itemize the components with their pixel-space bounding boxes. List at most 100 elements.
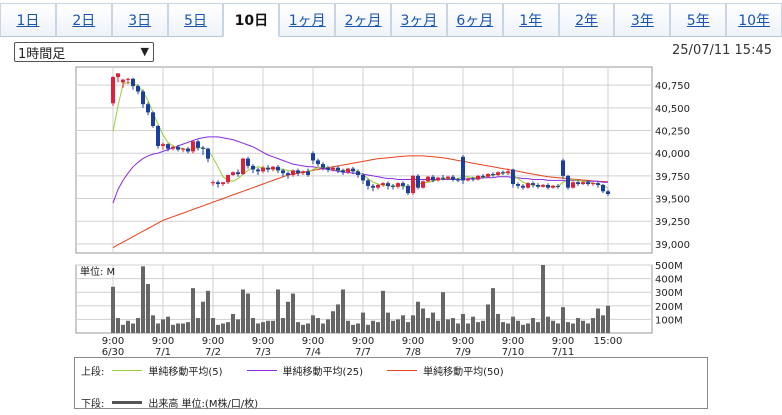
volume-bar	[536, 322, 540, 333]
volume-bar	[381, 290, 385, 333]
candle-body	[221, 182, 225, 185]
volume-bar	[216, 324, 220, 333]
volume-bar	[236, 319, 240, 333]
volume-bar	[541, 265, 545, 333]
candle-body	[521, 185, 525, 188]
volume-bar	[596, 308, 600, 333]
candle-body	[151, 112, 155, 126]
candle-body	[206, 148, 210, 159]
tab-2[interactable]: 3日	[111, 3, 168, 37]
candle-body	[111, 76, 115, 104]
volume-bar	[191, 288, 195, 333]
tab-13[interactable]: 10年	[726, 3, 782, 37]
volume-bar	[251, 318, 255, 333]
ma5-line	[112, 81, 609, 189]
x-time-label: 9:00	[202, 336, 224, 347]
volume-bar	[436, 320, 440, 333]
volume-bar	[441, 292, 445, 333]
candle-body	[216, 182, 220, 185]
candle-body	[506, 171, 510, 174]
volume-bar	[221, 323, 225, 333]
tab-12[interactable]: 5年	[670, 3, 727, 37]
volume-bar	[431, 312, 435, 333]
legend-ma5-label: 単純移動平均(5)	[148, 367, 223, 378]
volume-bar	[466, 323, 470, 333]
price-tick-label: 39,500	[655, 195, 690, 206]
volume-tick-label: 400M	[655, 275, 683, 286]
volume-bar	[371, 320, 375, 333]
volume-bar	[226, 322, 230, 333]
volume-bar	[261, 322, 265, 333]
tab-5[interactable]: 1ヶ月	[279, 3, 336, 37]
tab-4[interactable]: 10日	[223, 3, 280, 37]
candle-body	[396, 183, 400, 187]
timestamp: 25/07/11 15:45	[672, 43, 772, 58]
candle-body	[201, 147, 205, 149]
volume-bar	[126, 320, 130, 333]
tab-9[interactable]: 1年	[502, 3, 559, 37]
volume-bar	[476, 322, 480, 333]
tab-11[interactable]: 3年	[614, 3, 671, 37]
tab-0[interactable]: 1日	[0, 3, 56, 37]
volume-bar	[481, 320, 485, 333]
candle-body	[441, 177, 445, 179]
tab-7[interactable]: 3ヶ月	[391, 3, 447, 37]
candle-body	[296, 170, 300, 174]
volume-bar	[401, 315, 405, 333]
price-tick-label: 40,750	[655, 81, 690, 92]
candle-body	[531, 183, 535, 185]
candle-body	[381, 183, 385, 185]
volume-bar	[576, 318, 580, 333]
legend-volume-swatch	[112, 401, 143, 404]
candle-body	[291, 170, 295, 175]
volume-bar	[566, 322, 570, 333]
volume-bar	[411, 315, 415, 333]
volume-bar	[266, 320, 270, 333]
interval-select-value: 1時間足	[18, 46, 66, 62]
volume-bar	[326, 319, 330, 333]
candle-body	[266, 167, 270, 170]
candle-body	[476, 175, 480, 180]
x-time-label: 9:00	[402, 336, 424, 347]
volume-bar	[461, 313, 465, 333]
volume-bar	[571, 323, 575, 333]
candle-body	[326, 167, 330, 170]
volume-bar	[246, 293, 250, 333]
candle-body	[126, 78, 130, 80]
candle-body	[131, 78, 135, 87]
candle-body	[406, 185, 410, 194]
volume-bar	[131, 323, 135, 333]
legend-lower-label: 下段:	[81, 399, 105, 410]
candle-body	[251, 165, 255, 170]
volume-bar	[601, 315, 605, 333]
price-tick-label: 39,750	[655, 172, 690, 183]
tab-10[interactable]: 2年	[558, 3, 615, 37]
candle-body	[516, 184, 520, 186]
candle-body	[571, 182, 575, 188]
volume-bar	[271, 320, 275, 333]
candle-body	[311, 153, 315, 161]
volume-bar	[556, 323, 560, 333]
candle-body	[146, 104, 150, 113]
interval-select[interactable]: 1時間足 ▼	[14, 42, 154, 62]
price-panel	[75, 66, 653, 254]
price-tick-label: 39,250	[655, 217, 690, 228]
candle-body	[591, 183, 595, 185]
candle-body	[566, 175, 570, 188]
candle-body	[336, 167, 340, 171]
legend: 上段: 単純移動平均(5) 単純移動平均(25) 単純移動平均(50) 下段: …	[74, 357, 708, 410]
x-date-label: 7/1	[155, 347, 171, 358]
volume-bar	[446, 319, 450, 333]
tab-6[interactable]: 2ヶ月	[335, 3, 392, 37]
tab-3[interactable]: 5日	[167, 3, 224, 37]
volume-bar	[331, 311, 335, 333]
x-time-label: 9:00	[552, 336, 574, 347]
volume-bar	[511, 316, 515, 333]
tab-1[interactable]: 2日	[55, 3, 112, 37]
volume-bar	[111, 286, 115, 333]
period-tabs: 1日 2日 3日 5日 10日 1ヶ月 2ヶ月 3ヶ月 6ヶ月 1年 2年 3年 5年 10年	[0, 0, 782, 37]
volume-bar	[586, 323, 590, 333]
candle-body	[471, 178, 475, 180]
tab-8[interactable]: 6ヶ月	[446, 3, 503, 37]
volume-bar	[491, 288, 495, 333]
